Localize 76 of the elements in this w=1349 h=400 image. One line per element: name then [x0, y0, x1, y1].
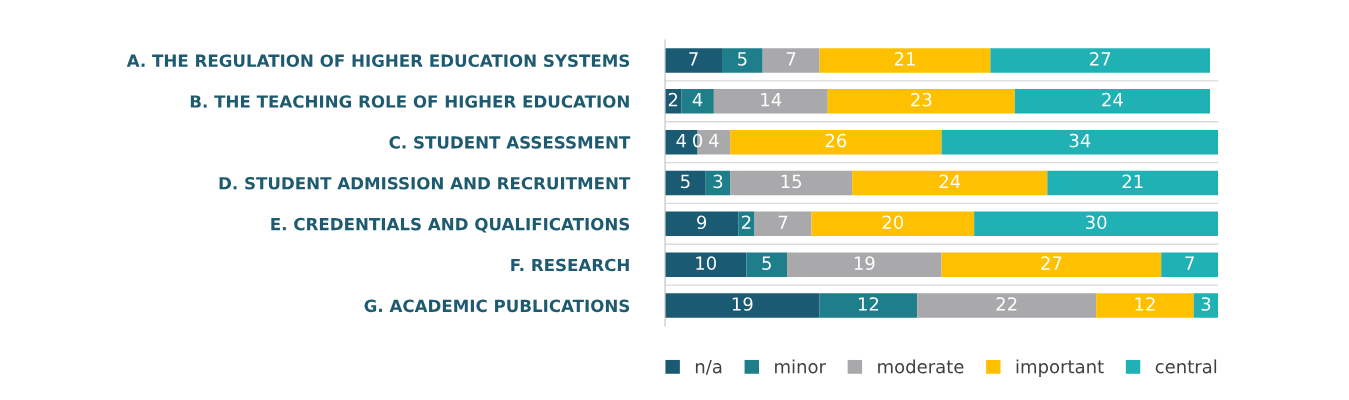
- bar: [665, 293, 820, 318]
- bar: [819, 293, 918, 318]
- bar: [665, 252, 747, 277]
- data-label: 2: [741, 215, 751, 229]
- bar: [787, 252, 942, 277]
- bar: [917, 293, 1097, 318]
- data-label: 24: [1102, 92, 1123, 107]
- legend-label: minor: [775, 359, 826, 374]
- bar: [713, 89, 828, 114]
- bar: [941, 129, 1219, 155]
- bar: [730, 129, 942, 155]
- data-label: 34: [1069, 133, 1091, 148]
- bar: [1193, 293, 1219, 318]
- data-label: 26: [825, 133, 847, 148]
- data-label: 22: [996, 297, 1017, 311]
- bar: [1096, 293, 1194, 318]
- bar: [819, 48, 991, 73]
- data-label: 7: [786, 52, 796, 66]
- bar: [1161, 252, 1219, 277]
- data-label: 30: [1086, 215, 1107, 230]
- bar: [681, 89, 714, 114]
- legend-label: important: [1016, 359, 1104, 377]
- bar: [665, 48, 722, 73]
- data-label: 20: [882, 215, 904, 230]
- data-label: 4: [692, 93, 703, 107]
- data-label: 4: [676, 133, 687, 148]
- data-label: 21: [1122, 174, 1143, 188]
- data-label: 27: [1090, 52, 1111, 66]
- bar: [665, 211, 739, 237]
- data-label: 21: [894, 52, 915, 66]
- bar: [811, 211, 975, 237]
- bar: [941, 252, 1162, 277]
- bar: [990, 48, 1211, 73]
- data-label: 7: [689, 52, 698, 66]
- data-label: 9: [697, 215, 707, 230]
- bar: [1014, 89, 1211, 114]
- data-label: 5: [681, 174, 690, 189]
- data-label: 12: [1135, 297, 1155, 311]
- y-tick-label: B. THE TEACHING ROLE OF HIGHER EDUCATION: [190, 95, 629, 108]
- data-label: 2: [668, 92, 678, 107]
- bar: [754, 211, 812, 237]
- bar: [665, 170, 706, 196]
- data-label: 27: [1041, 256, 1062, 270]
- bar: [974, 211, 1219, 237]
- data-label: 7: [778, 215, 788, 229]
- data-label: 3: [713, 174, 723, 189]
- data-label: 3: [1201, 297, 1211, 311]
- bar: [827, 89, 1015, 114]
- data-label: 5: [737, 52, 747, 66]
- bar: [721, 48, 763, 73]
- data-label: 10: [696, 256, 717, 270]
- y-tick-label: F. RESEARCH: [511, 258, 629, 272]
- data-label: 23: [911, 92, 932, 107]
- data-label: 14: [761, 93, 782, 107]
- legend-label: moderate: [878, 359, 964, 374]
- data-label: 19: [732, 297, 753, 311]
- data-label: 19: [854, 256, 875, 270]
- data-label: 24: [939, 174, 961, 188]
- bar: [730, 170, 853, 196]
- y-tick-label: D. STUDENT ADMISSION AND RECRUITMENT: [219, 176, 631, 190]
- bar: [738, 211, 755, 237]
- data-label: 12: [858, 297, 879, 311]
- legend-label: n/a: [695, 359, 722, 375]
- bar: [1047, 170, 1219, 196]
- bar: [762, 48, 820, 73]
- data-label: 4: [709, 133, 719, 148]
- y-tick-label: C. STUDENT ASSESSMENT: [389, 136, 631, 149]
- data-label: 5: [762, 256, 771, 270]
- data-label: 15: [781, 174, 802, 189]
- y-tick-label: E. CREDENTIALS AND QUALIFICATIONS: [271, 217, 630, 233]
- bar: [746, 252, 788, 277]
- y-tick-label: G. ACADEMIC PUBLICATIONS: [364, 299, 630, 313]
- data-label: 7: [1185, 256, 1194, 270]
- legend-label: central: [1155, 359, 1217, 374]
- y-tick-label: A. THE REGULATION OF HIGHER EDUCATION SYSTEMS: [126, 54, 630, 67]
- bar: [852, 170, 1048, 196]
